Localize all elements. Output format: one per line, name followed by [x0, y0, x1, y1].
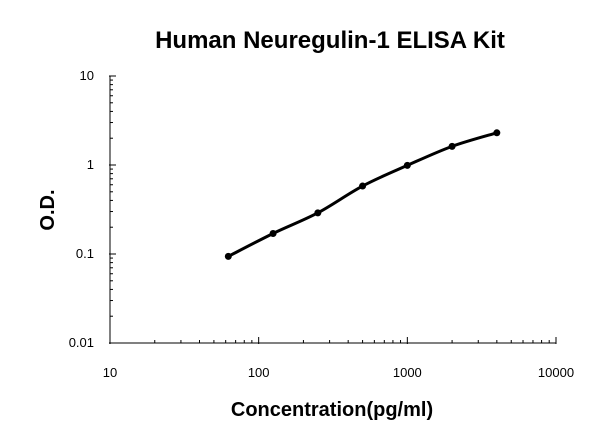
y-tick-label: 1 [87, 157, 94, 172]
x-tick-label: 1000 [393, 365, 422, 380]
y-tick-label: 10 [80, 68, 94, 83]
data-point [403, 161, 411, 169]
data-point [269, 229, 277, 237]
y-axis-title: O.D. [37, 189, 59, 230]
x-tick-label: 10000 [538, 365, 574, 380]
data-point [493, 129, 501, 137]
data-point [224, 252, 232, 260]
plot-series [224, 129, 501, 260]
x-tick-label: 100 [248, 365, 270, 380]
data-point [359, 182, 367, 190]
chart-title: Human Neuregulin-1 ELISA Kit [155, 27, 505, 54]
x-tick-label: 10 [103, 365, 117, 380]
y-tick-label: 0.1 [76, 246, 94, 261]
data-point [314, 209, 322, 217]
data-point [448, 142, 456, 150]
x-axis-title: Concentration(pg/ml) [231, 399, 433, 421]
y-tick-label: 0.01 [69, 335, 94, 350]
axes: 0.01 0.1 1 10 10 100 1000 10000 [69, 68, 574, 380]
